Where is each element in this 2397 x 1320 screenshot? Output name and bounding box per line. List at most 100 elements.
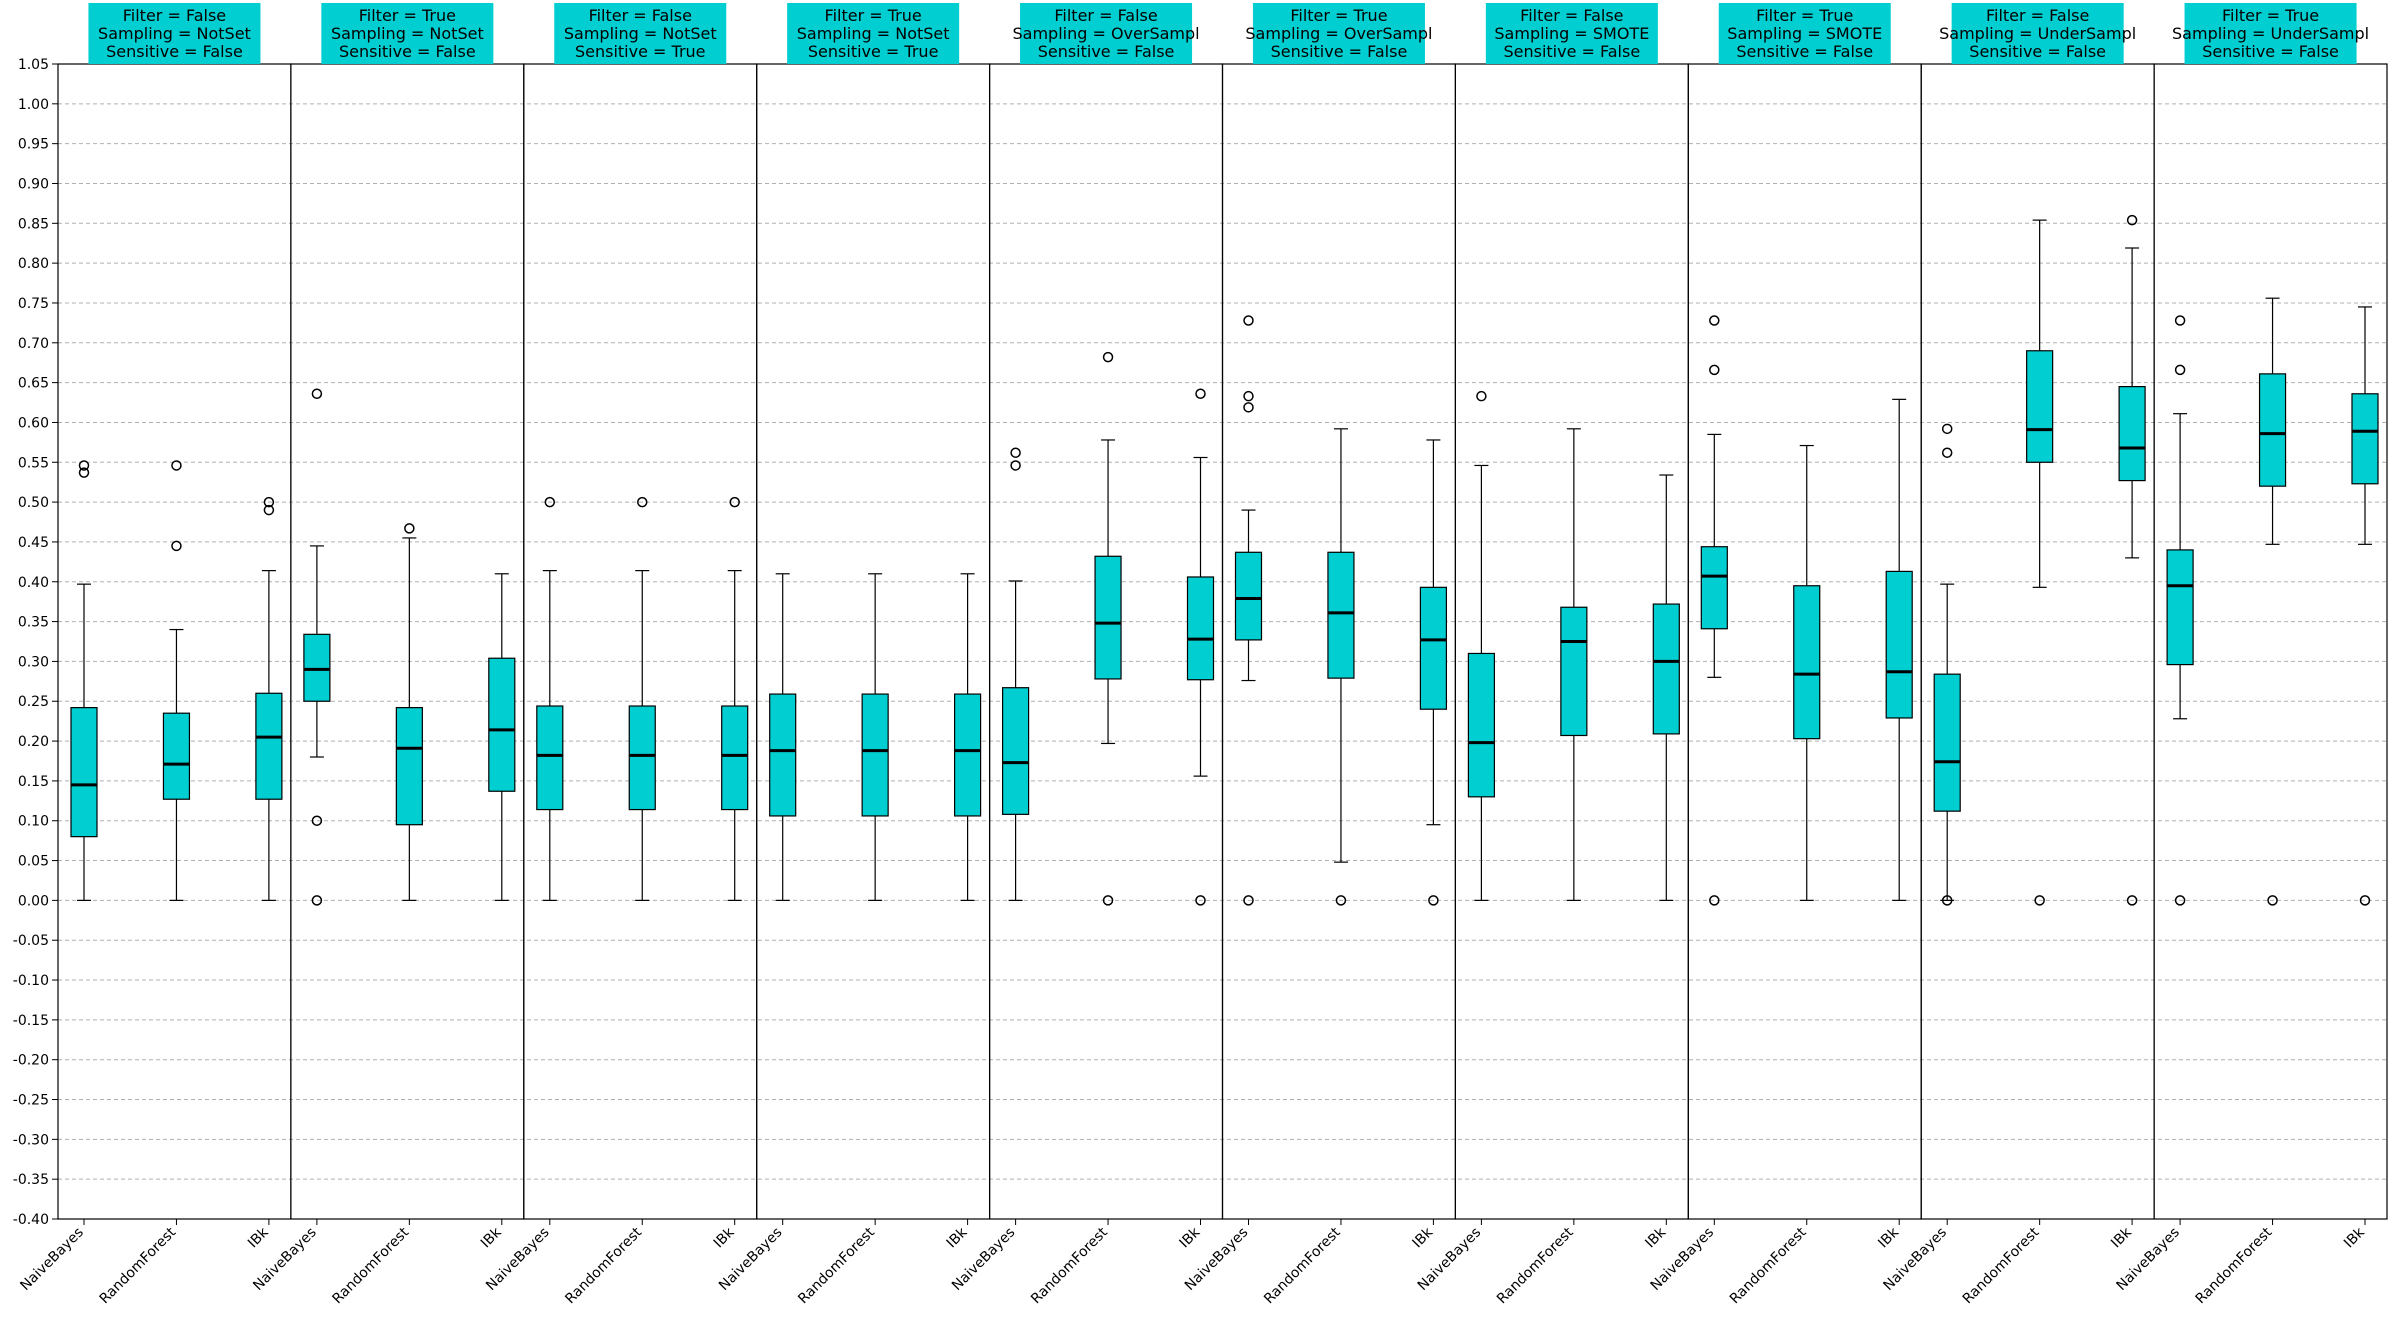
y-tick-label: 0.85 <box>18 216 49 232</box>
x-tick-label: IBk <box>1642 1224 1669 1251</box>
iqr-box <box>769 693 797 817</box>
box-randomforest: RandomForest <box>1960 219 2054 1307</box>
panel-title-line: Filter = False <box>1986 6 2089 25</box>
y-tick-label: 0.25 <box>18 694 49 710</box>
y-tick-label: -0.25 <box>13 1093 49 1109</box>
iqr-box <box>303 633 331 702</box>
outlier-point <box>637 496 648 508</box>
panel-header <box>88 3 261 64</box>
iqr-box <box>1560 606 1588 737</box>
x-tick-label: RandomForest <box>1494 1224 1577 1307</box>
y-tick-label: 0.55 <box>18 455 49 471</box>
y-tick-label: 0.90 <box>18 176 49 192</box>
panel-header <box>1252 3 1425 64</box>
outlier-point <box>404 523 415 534</box>
x-tick-label: RandomForest <box>1960 1224 2043 1307</box>
outlier-point <box>2174 315 2186 326</box>
panel-title-line: Sampling = OverSampl <box>1012 24 1199 43</box>
outlier-point <box>1476 390 1487 402</box>
box-randomforest: RandomForest <box>97 460 191 1307</box>
x-tick-label: RandomForest <box>1261 1224 1344 1307</box>
box-randomforest: RandomForest <box>1028 351 1122 1307</box>
x-tick-label: RandomForest <box>795 1224 878 1307</box>
outlier-point <box>1010 447 1021 458</box>
x-tick-label: IBk <box>1409 1224 1436 1251</box>
box-naivebayes: NaiveBayes <box>949 447 1030 1294</box>
panel-title-line: Filter = False <box>1520 6 1623 25</box>
panel-header <box>1718 3 1891 64</box>
outlier-point <box>2174 364 2186 376</box>
panel-title-line: Filter = True <box>1756 6 1853 25</box>
iqr-box <box>1467 652 1496 798</box>
iqr-box <box>536 705 564 811</box>
iqr-box <box>1327 551 1355 679</box>
panel-title-line: Sensitive = False <box>106 42 243 61</box>
outlier-point <box>544 496 556 508</box>
panel-title-line: Sensitive = False <box>1271 42 1408 61</box>
outlier-point <box>311 815 323 826</box>
iqr-box <box>953 693 982 817</box>
y-tick-label: 0.65 <box>18 376 49 392</box>
box-randomforest: RandomForest <box>1727 444 1821 1307</box>
panel-title-line: Sensitive = False <box>1736 42 1873 61</box>
box-randomforest: RandomForest <box>2193 297 2287 1307</box>
box-ibk: IBk <box>1875 398 1913 1251</box>
outlier-point <box>1102 351 1114 363</box>
iqr-box <box>628 705 656 811</box>
y-tick-label: -0.40 <box>13 1212 49 1228</box>
outlier-point <box>78 467 90 478</box>
panel-title-line: Filter = True <box>1290 6 1387 25</box>
panel-title-line: Sampling = NotSet <box>98 24 251 43</box>
panel-title-line: Filter = True <box>825 6 922 25</box>
iqr-box <box>2258 373 2287 487</box>
y-tick-label: 0.40 <box>18 575 49 591</box>
outlier-point <box>1243 402 1254 413</box>
outlier-point <box>2359 895 2371 906</box>
y-tick-label: 1.00 <box>18 97 49 113</box>
iqr-box <box>1933 673 1961 812</box>
outlier-point <box>2267 895 2278 906</box>
iqr-box <box>1793 585 1821 740</box>
outlier-point <box>2126 214 2138 226</box>
panel-header <box>787 3 960 64</box>
panel-title-line: Sampling = UnderSampl <box>1939 24 2136 43</box>
x-tick-label: IBk <box>2341 1224 2368 1251</box>
box-ibk: IBk <box>944 573 982 1251</box>
y-tick-label: -0.20 <box>13 1053 49 1069</box>
panel-title-line: Sensitive = False <box>1038 42 1175 61</box>
iqr-box <box>2118 386 2146 482</box>
box-randomforest: RandomForest <box>1261 428 1355 1307</box>
panel-title-line: Sampling = OverSampl <box>1245 24 1432 43</box>
outlier-point <box>1195 388 1206 400</box>
iqr-box <box>1186 576 1215 681</box>
y-tick-label: 0.35 <box>18 615 49 631</box>
panel-title-line: Sensitive = False <box>339 42 476 61</box>
box-randomforest: RandomForest <box>562 496 656 1307</box>
panel-frame <box>523 63 758 1220</box>
box-randomforest: RandomForest <box>329 523 423 1307</box>
x-tick-label: IBk <box>245 1224 272 1251</box>
iqr-box <box>721 705 749 811</box>
y-tick-label: 0.00 <box>18 893 49 909</box>
iqr-box <box>1652 603 1680 735</box>
outlier-point <box>1709 895 1720 906</box>
iqr-box <box>1094 555 1122 680</box>
y-tick-label: -0.35 <box>13 1172 49 1188</box>
panel-title-line: Sampling = NotSet <box>797 24 950 43</box>
outlier-point <box>1102 895 1114 906</box>
panel-frame <box>57 63 292 1220</box>
panel-title-line: Filter = True <box>2222 6 2319 25</box>
box-naivebayes: NaiveBayes <box>716 573 797 1294</box>
y-tick-label: 0.05 <box>18 854 49 870</box>
outlier-point <box>1243 315 1254 326</box>
y-tick-label: 0.50 <box>18 495 49 511</box>
outlier-point <box>1335 895 1347 906</box>
outlier-point <box>1010 460 1021 471</box>
panel-title-line: Sampling = NotSet <box>331 24 484 43</box>
y-tick-label: 0.70 <box>18 336 49 352</box>
y-tick-label: -0.10 <box>13 973 49 989</box>
